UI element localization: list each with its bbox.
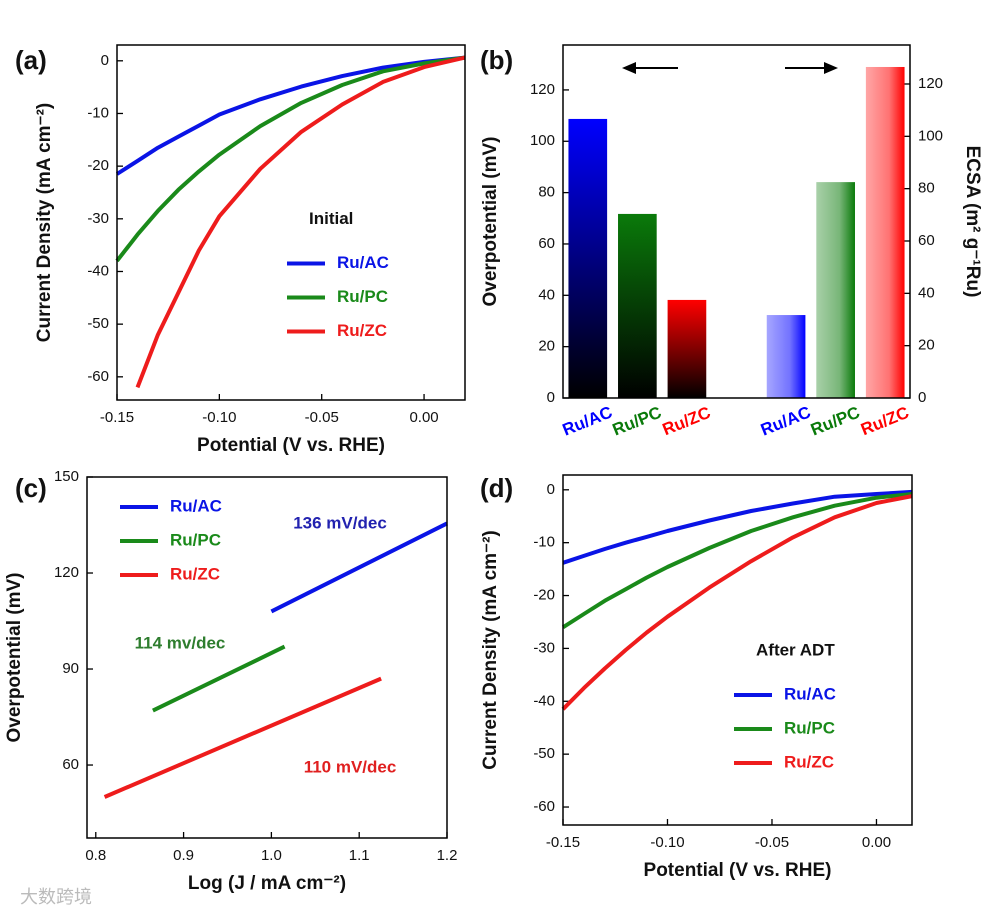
x-tick-label: 0.00 [862,834,891,851]
plot-frame [116,44,466,401]
y2-tick-label: 0 [918,389,926,406]
bar [667,299,707,398]
y2-tick-label: 60 [918,232,935,249]
x-tick-label: Ru/AC [560,403,615,440]
y-tick-label: 120 [54,564,79,581]
y-tick-label: 100 [530,132,555,149]
legend-title: Initial [309,209,353,228]
y-tick-label: -40 [533,692,555,709]
series-line [562,489,913,565]
bar [816,182,855,398]
arrows [622,62,838,74]
series-line [561,492,913,629]
x-tick-label: Ru/ZC [660,403,714,439]
y-axis-label: Overpotential (mV) [4,573,25,743]
x-tick-label: 1.1 [349,847,370,864]
y-tick-label: 60 [62,756,79,773]
legend-title: After ADT [756,640,835,659]
x-axis-label: Potential (V vs. RHE) [197,435,385,456]
x-tick-label: 0.8 [85,847,106,864]
y-tick-label: -20 [533,587,555,604]
y-axis-label: Current Density (mA cm⁻²) [34,103,55,342]
x-tick-label: Ru/PC [808,403,862,440]
plot-frame [562,474,913,826]
x-tick-label: -0.10 [202,409,236,426]
series-line [561,494,913,711]
legend-label: Ru/ZC [784,752,834,771]
x-tick-label: -0.05 [305,409,339,426]
annotation: 110 mV/dec [304,757,397,776]
y-tick-label: -50 [533,745,555,762]
series-line [115,55,466,176]
y-tick-label: 150 [54,468,79,485]
legend-label: Ru/PC [337,287,388,306]
y2-tick-label: 20 [918,337,935,354]
y-tick-label: 0 [547,389,555,406]
y-tick-label: -60 [533,798,555,815]
y-tick-label: -40 [87,262,109,279]
y-tick-label: 90 [62,660,79,677]
x-axis-label: Log (J / mA cm⁻²) [188,873,346,894]
y2-tick-label: 80 [918,180,935,197]
x-tick-label: 0.00 [409,409,438,426]
y2-tick-label: 40 [918,284,935,301]
x-tick-label: 1.2 [437,847,458,864]
y-tick-label: -20 [87,157,109,174]
series-line [270,521,448,614]
bar [568,118,608,399]
series-line [152,644,286,713]
x-tick-label: Ru/PC [610,403,664,440]
panel-label: (c) [15,473,47,503]
y-tick-label: -10 [533,534,555,551]
bar [618,213,657,398]
legend-label: Ru/AC [337,253,389,272]
bar [766,315,806,398]
y2-axis-label: ECSA (m² g⁻¹Ru) [962,146,983,298]
legend-label: Ru/PC [170,530,221,549]
x-tick-label: -0.10 [650,834,684,851]
annotation: 114 mv/dec [135,633,226,652]
x-tick-label: Ru/AC [758,403,813,440]
plot-frame [562,44,911,399]
plot-frame [86,476,448,839]
annotation: 136 mV/dec [293,513,387,532]
y-tick-label: 0 [547,481,555,498]
legend-label: Ru/ZC [337,321,387,340]
x-tick-label: -0.15 [546,834,580,851]
series-line [115,55,466,263]
y-tick-label: -10 [87,104,109,121]
y-tick-label: -50 [87,315,109,332]
y-tick-label: 20 [538,338,555,355]
x-tick-label: -0.05 [755,834,789,851]
x-tick-label: 0.9 [173,847,194,864]
y2-tick-label: 120 [918,75,943,92]
panel-label: (d) [480,473,513,503]
legend-label: Ru/PC [784,718,835,737]
legend-label: Ru/AC [170,496,222,515]
y-tick-label: -60 [87,368,109,385]
series-line [103,676,382,799]
x-tick-label: 1.0 [261,847,282,864]
y-axis-label: Current Density (mA cm⁻²) [480,530,501,769]
bar [865,66,905,399]
y-axis-label: Overpotential (mV) [480,137,501,307]
legend-label: Ru/ZC [170,564,220,583]
x-tick-label: Ru/ZC [858,403,912,439]
y-tick-label: -30 [87,210,109,227]
y-tick-label: 120 [530,81,555,98]
y-tick-label: 40 [538,286,555,303]
series-line [135,55,466,389]
y-tick-label: 60 [538,235,555,252]
x-tick-label: -0.15 [100,409,134,426]
y2-tick-label: 100 [918,127,943,144]
panel-label: (b) [480,45,513,75]
y-tick-label: -30 [533,639,555,656]
watermark: 大数跨境 [20,887,92,907]
y-tick-label: 0 [101,52,109,69]
x-axis-label: Potential (V vs. RHE) [644,860,832,881]
panel-label: (a) [15,45,47,75]
y-tick-label: 80 [538,184,555,201]
legend-label: Ru/AC [784,684,836,703]
